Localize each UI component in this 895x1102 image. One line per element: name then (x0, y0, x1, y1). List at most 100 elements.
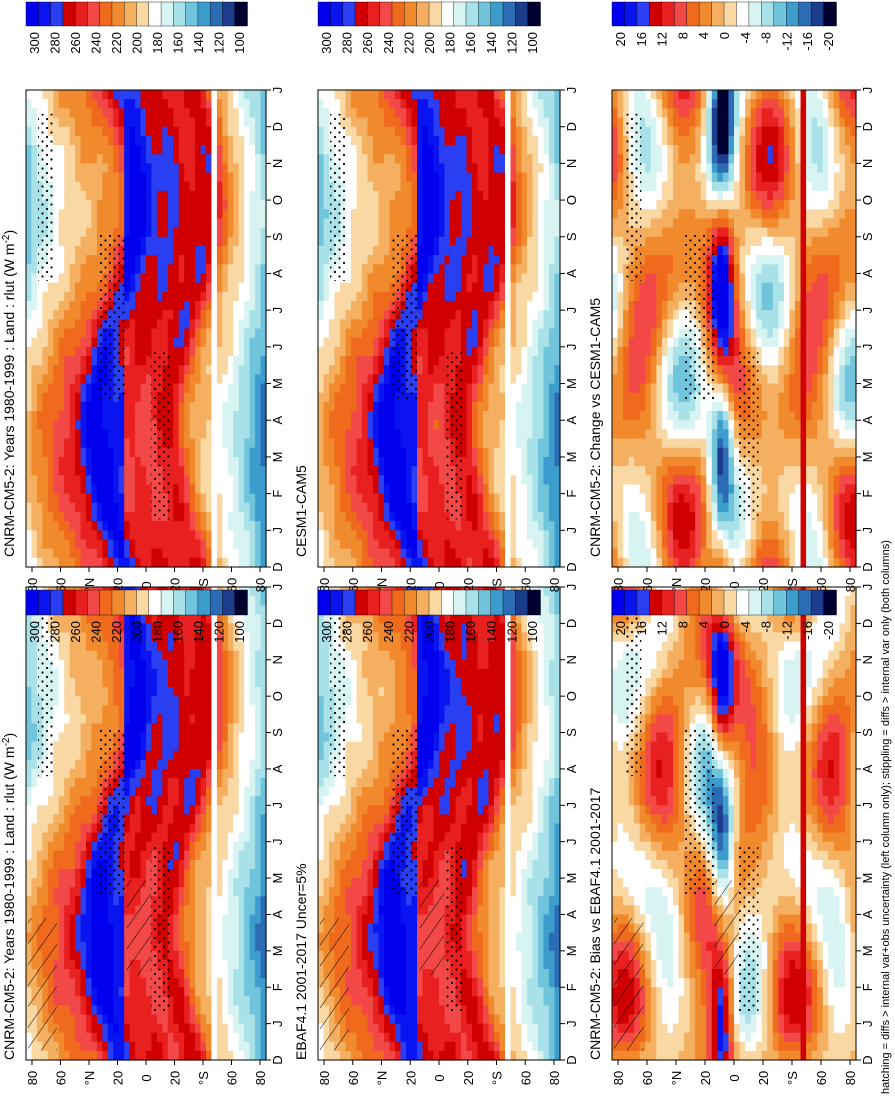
heat-cell (216, 466, 223, 476)
heat-cell (113, 484, 120, 495)
heat-cell (249, 587, 256, 597)
heat-cell (91, 787, 98, 797)
heat-cell (118, 923, 125, 934)
heat-cell (238, 557, 245, 568)
heat-cell (47, 108, 54, 119)
heat-cell (211, 291, 218, 302)
heat-cell (249, 896, 256, 906)
heat-cell (260, 530, 267, 541)
heat-cell (36, 896, 43, 906)
heat-cell (222, 557, 229, 568)
month-tick-label: J (270, 87, 285, 94)
heat-cell (156, 677, 163, 688)
heat-cell (162, 741, 169, 752)
heat-cell (102, 1050, 109, 1061)
heat-cell (58, 319, 65, 330)
heat-cell (345, 896, 352, 906)
heat-cell (91, 557, 98, 568)
heat-cell (140, 264, 147, 275)
heat-cell (129, 365, 136, 375)
heat-cell (69, 969, 76, 979)
heat-cell (184, 145, 191, 155)
heat-cell (47, 530, 54, 541)
heat-cell (184, 914, 191, 925)
heat-cell (178, 447, 185, 458)
heat-cell (178, 841, 185, 852)
heat-cell (129, 1014, 136, 1025)
heat-cell (162, 521, 169, 531)
heat-cell (195, 850, 202, 861)
heat-cell (334, 823, 341, 834)
heat-cell (58, 696, 65, 706)
heat-cell (135, 117, 142, 128)
heat-cell (107, 1023, 114, 1034)
heat-cell (156, 723, 163, 734)
heat-cell (156, 668, 163, 679)
heat-cell (173, 172, 180, 183)
heat-cell (129, 291, 136, 302)
heat-cell (227, 374, 234, 385)
heat-cell (96, 154, 103, 164)
heat-cell (211, 438, 218, 449)
heat-cell (135, 768, 142, 779)
heat-cell (227, 768, 234, 779)
heat-cell (255, 374, 262, 385)
heat-cell (80, 383, 87, 394)
heat-cell (118, 466, 125, 476)
heat-cell (233, 356, 240, 366)
heat-cell (64, 969, 71, 979)
heat-cell (244, 832, 251, 843)
heat-cell (167, 1032, 174, 1043)
heat-cell (167, 696, 174, 706)
heat-cell (200, 255, 207, 265)
heat-cell (244, 172, 251, 183)
heat-cell (340, 1050, 347, 1061)
heat-cell (206, 346, 213, 357)
heat-cell (249, 190, 256, 201)
heat-cell (195, 632, 202, 643)
heat-cell (255, 787, 262, 797)
heat-cell (195, 236, 202, 247)
heat-cell (135, 1032, 142, 1043)
heat-cell (80, 493, 87, 504)
heat-cell (140, 1014, 147, 1025)
heat-cell (75, 732, 82, 743)
heat-cell (129, 732, 136, 743)
heat-cell (80, 659, 87, 670)
heat-cell (47, 878, 54, 888)
heat-cell (91, 814, 98, 825)
heat-cell (167, 832, 174, 843)
heat-cell (58, 411, 65, 421)
heat-cell (86, 200, 93, 210)
heat-cell (260, 868, 267, 879)
heat-cell (189, 750, 196, 761)
month-tick-label: M (270, 945, 285, 956)
heat-cell (184, 814, 191, 825)
heat-cell (189, 365, 196, 375)
heat-cell (36, 429, 43, 440)
heat-cell (173, 245, 180, 256)
heat-cell (80, 1041, 87, 1052)
heat-cell (227, 1032, 234, 1043)
heat-cell (129, 245, 136, 256)
heat-cell (238, 1005, 245, 1016)
heat-cell (189, 108, 196, 119)
heat-cell (146, 677, 153, 688)
heat-cell (64, 135, 71, 146)
heat-cell (200, 832, 207, 843)
heat-cell (173, 932, 180, 943)
heat-cell (26, 401, 33, 412)
heat-cell (178, 987, 185, 997)
heat-cell (195, 950, 202, 961)
heat-cell (124, 1050, 131, 1061)
heat-cell (107, 1032, 114, 1043)
heat-cell (69, 778, 76, 788)
heat-cell (75, 623, 82, 634)
heat-cell (135, 475, 142, 486)
heat-cell (216, 337, 223, 348)
heat-cell (91, 411, 98, 421)
heat-cell (151, 614, 158, 624)
heat-cell (211, 392, 218, 403)
heat-cell (69, 1014, 76, 1025)
heat-cell (140, 787, 147, 797)
